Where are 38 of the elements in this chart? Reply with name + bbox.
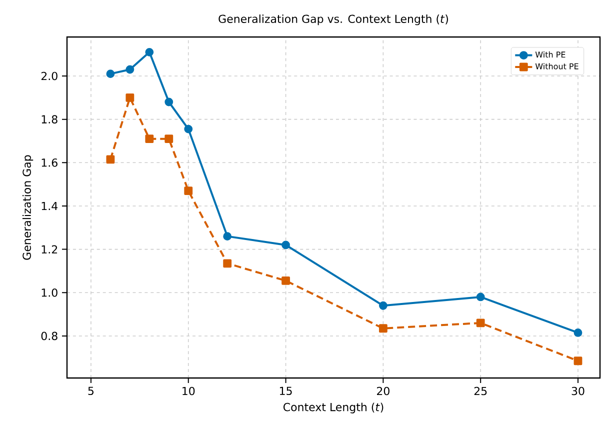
y-tick-label: 1.2: [42, 245, 58, 254]
y-tick-label: 1.0: [42, 288, 58, 297]
x-tick-label: 20: [376, 386, 390, 396]
point: [282, 240, 290, 250]
point: [164, 98, 174, 106]
point: [574, 328, 582, 337]
y-tick-label: 1.4: [42, 202, 58, 210]
x-tick-label: 30: [572, 386, 584, 396]
y-tick-label: 1.8: [42, 115, 58, 124]
point: [282, 276, 290, 285]
point: [164, 134, 174, 144]
point: [106, 70, 115, 78]
point: [476, 292, 485, 302]
point: [126, 65, 134, 74]
x-tick-label: 5: [88, 386, 94, 396]
legend-label: With PE: [535, 51, 566, 58]
point: [223, 232, 232, 241]
chart-title: Generalization Gap vs. Context Length (t): [218, 14, 448, 26]
point: [184, 186, 193, 196]
point: [126, 93, 134, 102]
point: [378, 324, 388, 333]
y-axis-title: Generalization Gap: [22, 155, 34, 260]
x-tick-label: 25: [474, 386, 487, 396]
point: [378, 301, 388, 310]
point: [223, 259, 232, 268]
point: [145, 134, 154, 144]
point: [574, 356, 582, 366]
y-tick-label: 1.6: [42, 158, 58, 167]
legend-label: Without PE: [535, 63, 578, 70]
y-tick-label: 2.0: [41, 72, 58, 80]
point: [184, 124, 193, 134]
y-tick-label: 0.8: [41, 332, 58, 340]
x-tick-label: 10: [182, 386, 195, 396]
point: [106, 155, 115, 164]
x-tick-label: 15: [280, 386, 292, 396]
point: [476, 318, 485, 328]
point: [145, 48, 154, 56]
x-axis-title: Context Length (t): [283, 402, 384, 414]
